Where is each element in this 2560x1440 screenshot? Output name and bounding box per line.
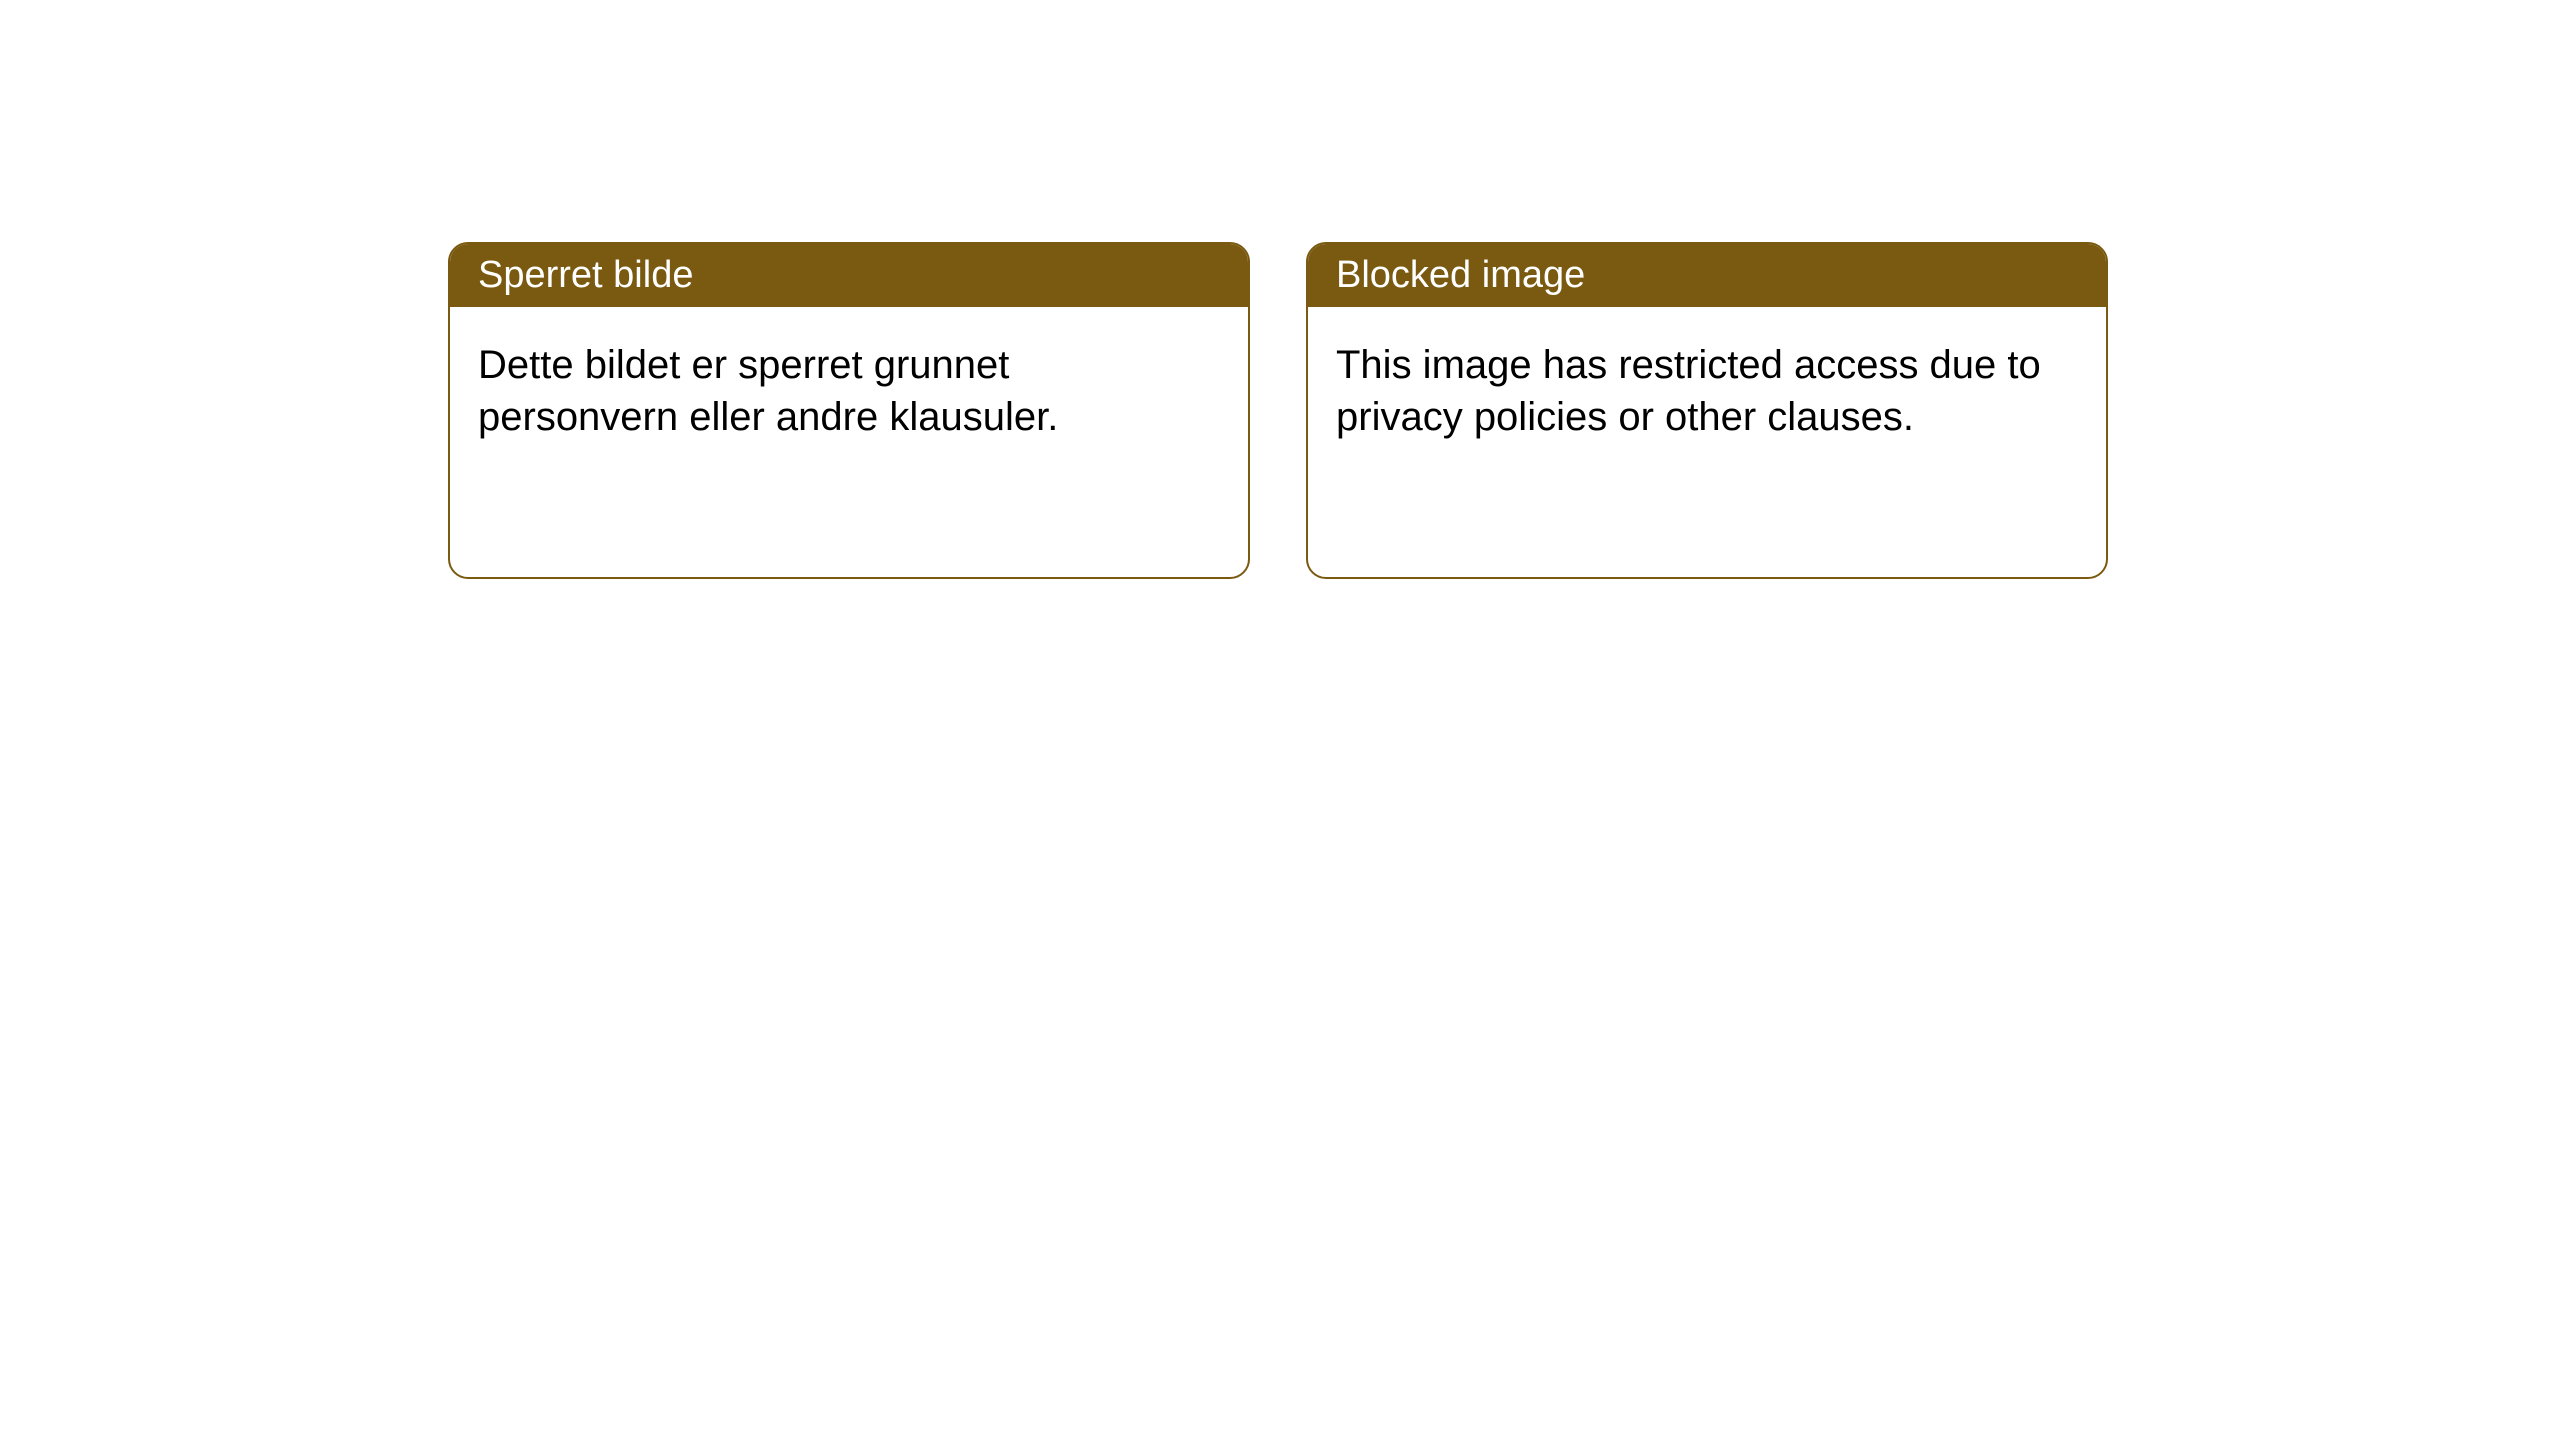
notice-body-english: This image has restricted access due to …: [1308, 307, 2106, 577]
notice-title: Sperret bilde: [478, 254, 693, 296]
notice-header-norwegian: Sperret bilde: [450, 244, 1248, 307]
notice-container: Sperret bilde Dette bildet er sperret gr…: [0, 0, 2560, 579]
notice-card-norwegian: Sperret bilde Dette bildet er sperret gr…: [448, 242, 1250, 579]
notice-body-norwegian: Dette bildet er sperret grunnet personve…: [450, 307, 1248, 577]
notice-message: This image has restricted access due to …: [1336, 343, 2041, 439]
notice-header-english: Blocked image: [1308, 244, 2106, 307]
notice-title: Blocked image: [1336, 254, 1585, 296]
notice-message: Dette bildet er sperret grunnet personve…: [478, 343, 1058, 439]
notice-card-english: Blocked image This image has restricted …: [1306, 242, 2108, 579]
